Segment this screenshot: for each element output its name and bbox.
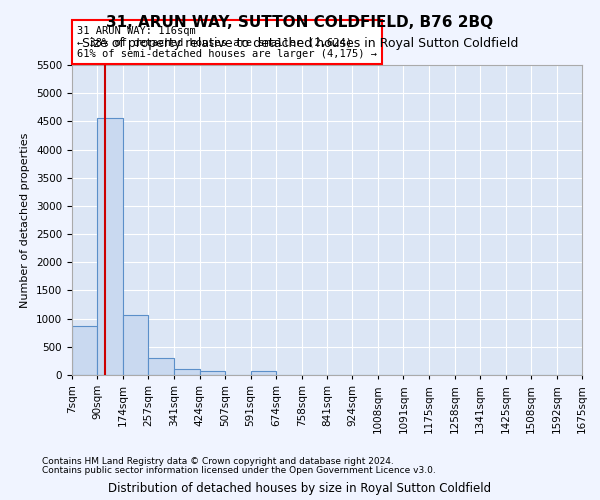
Text: Contains HM Land Registry data © Crown copyright and database right 2024.: Contains HM Land Registry data © Crown c… [42,458,394,466]
Bar [148,358,174,375]
Bar [199,371,225,375]
Bar [174,370,199,375]
Bar [123,316,148,375]
Bar [72,326,97,375]
Y-axis label: Number of detached properties: Number of detached properties [20,132,31,308]
Text: Size of property relative to detached houses in Royal Sutton Coldfield: Size of property relative to detached ho… [82,38,518,51]
Text: 31 ARUN WAY: 116sqm
← 38% of detached houses are smaller (2,624)
61% of semi-det: 31 ARUN WAY: 116sqm ← 38% of detached ho… [77,26,377,59]
Text: Distribution of detached houses by size in Royal Sutton Coldfield: Distribution of detached houses by size … [109,482,491,495]
Bar [251,371,276,375]
Text: Contains public sector information licensed under the Open Government Licence v3: Contains public sector information licen… [42,466,436,475]
Text: 31, ARUN WAY, SUTTON COLDFIELD, B76 2BQ: 31, ARUN WAY, SUTTON COLDFIELD, B76 2BQ [106,15,494,30]
Bar [97,118,123,375]
